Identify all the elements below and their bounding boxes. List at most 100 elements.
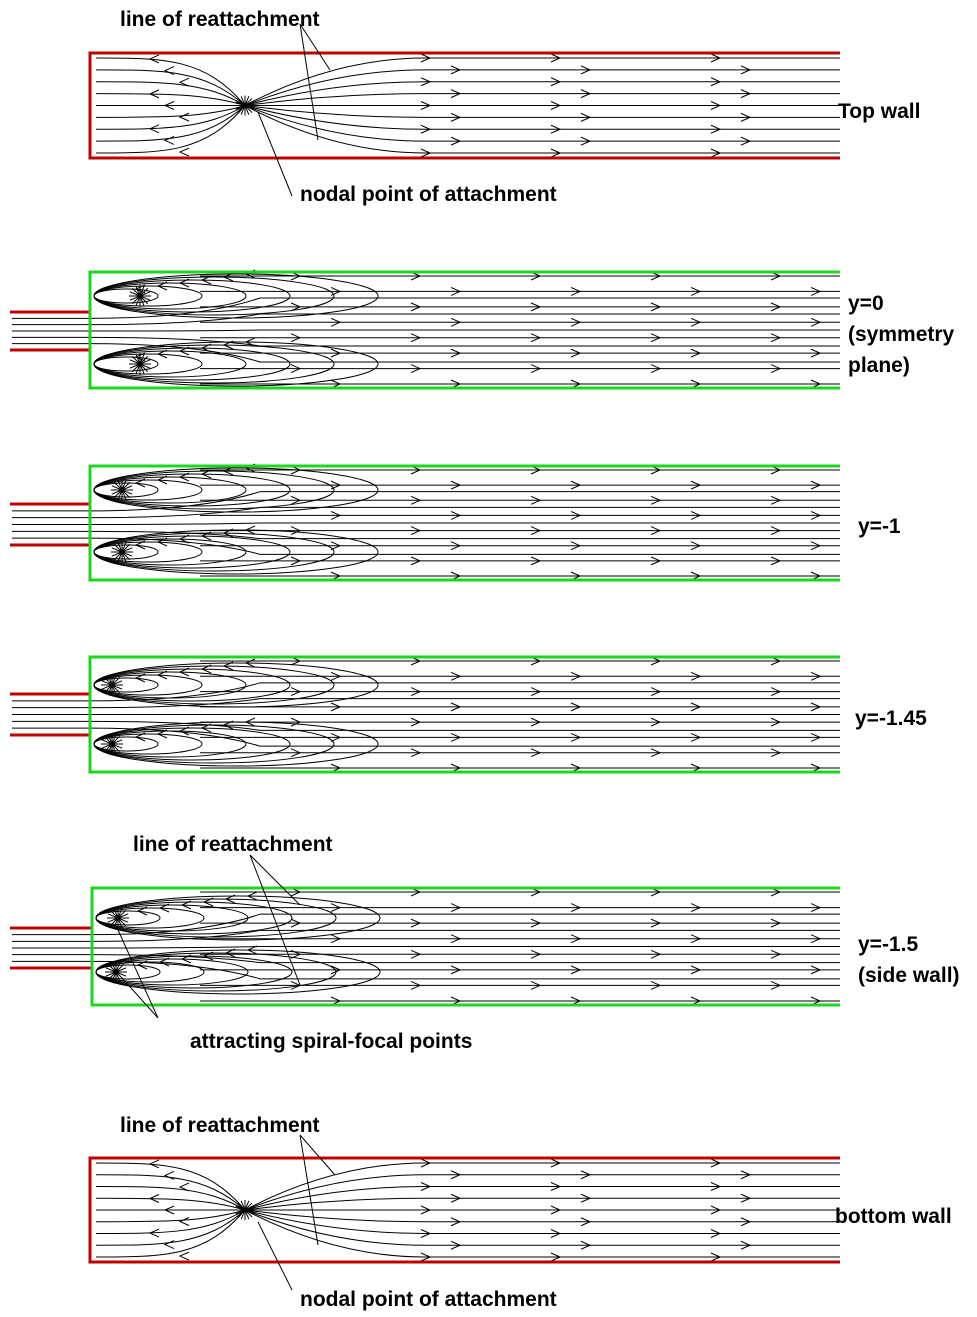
arrow	[244, 658, 256, 668]
focus-ray	[135, 285, 141, 297]
arrow	[450, 317, 462, 327]
arrow	[330, 702, 342, 712]
arrow	[690, 286, 702, 296]
arrow	[710, 148, 722, 158]
arrow	[710, 53, 722, 63]
focus-ray	[131, 363, 141, 373]
arrow	[450, 732, 462, 742]
arrow	[450, 1170, 462, 1180]
arrow	[450, 1193, 462, 1203]
node-ray	[244, 105, 250, 115]
arrow	[650, 687, 662, 697]
arrow	[420, 148, 432, 158]
annotation: line of reattachment	[120, 8, 320, 31]
panel-label: plane)	[848, 354, 910, 377]
arrow	[810, 510, 822, 520]
focus-ray	[111, 743, 121, 753]
arrow	[290, 717, 302, 727]
panel-label: y=-1.5	[858, 933, 918, 956]
arrow	[690, 934, 702, 944]
arrow	[550, 53, 562, 63]
arrow	[244, 337, 256, 347]
arrow	[770, 495, 782, 505]
node-ray	[244, 105, 255, 110]
focus-ray	[121, 551, 133, 557]
arrow	[810, 903, 822, 913]
arrow	[570, 317, 582, 327]
arrow	[420, 1205, 432, 1215]
arrow	[420, 53, 432, 63]
recirculation	[93, 541, 203, 563]
arrow	[530, 526, 542, 536]
focus-ray	[139, 295, 145, 307]
focus-ray	[115, 967, 127, 973]
arrow	[450, 1240, 462, 1250]
arrow	[550, 101, 562, 110]
arrow	[770, 748, 782, 758]
node-ray	[244, 1200, 250, 1211]
streamline	[12, 506, 840, 519]
focus-ray	[111, 743, 117, 755]
focus-ray	[113, 917, 119, 929]
streamline	[95, 1186, 246, 1211]
arrow	[148, 124, 160, 134]
focus-ray	[101, 743, 113, 749]
arrow	[710, 77, 722, 87]
arrow	[148, 1159, 160, 1169]
arrow	[410, 302, 422, 312]
arrow	[530, 687, 542, 697]
arrow	[450, 112, 462, 122]
arrow	[580, 1240, 592, 1250]
arrow	[530, 364, 542, 374]
node-ray	[244, 105, 253, 113]
focus-ray	[111, 743, 123, 749]
arrow	[570, 965, 582, 975]
arrow	[690, 480, 702, 490]
arrow	[148, 1194, 160, 1203]
focus-ray	[111, 971, 117, 983]
arrow	[650, 364, 662, 374]
arrow	[290, 556, 302, 566]
arrow	[290, 687, 302, 697]
arrow	[420, 1158, 432, 1168]
arrow	[530, 748, 542, 758]
arrow	[420, 1252, 432, 1262]
arrow	[450, 671, 462, 681]
focus-ray	[117, 917, 127, 927]
arrow	[450, 934, 462, 944]
streamline	[244, 105, 840, 142]
arrow	[580, 136, 592, 146]
focus-ray	[111, 684, 121, 694]
streamline	[244, 105, 840, 154]
streamline	[95, 1197, 246, 1211]
arrow	[410, 918, 422, 928]
streamline	[95, 105, 246, 142]
focus-ray	[139, 363, 149, 373]
arrow	[148, 54, 160, 64]
focus-ray	[121, 489, 133, 495]
arrow	[148, 1228, 160, 1238]
panel-label: (side wall)	[858, 964, 960, 987]
focus-ray	[117, 489, 123, 501]
focus-ray	[103, 735, 113, 745]
streamline	[12, 913, 840, 936]
streamline	[244, 1186, 840, 1211]
arrow	[178, 1217, 190, 1226]
leader	[299, 1134, 336, 1246]
focus-ray	[101, 739, 113, 745]
arrow	[580, 112, 592, 122]
arrow	[530, 949, 542, 959]
focus-ray	[117, 909, 127, 919]
arrow	[580, 1217, 592, 1227]
node-ray	[235, 1205, 246, 1211]
arrow	[740, 65, 752, 75]
focus-ray	[139, 355, 149, 365]
focus-ray	[139, 363, 145, 375]
arrow	[570, 671, 582, 681]
arrow	[570, 541, 582, 551]
arrow	[178, 77, 190, 87]
arrow	[550, 124, 562, 134]
arrow	[580, 1170, 592, 1180]
node-ray	[240, 96, 246, 106]
